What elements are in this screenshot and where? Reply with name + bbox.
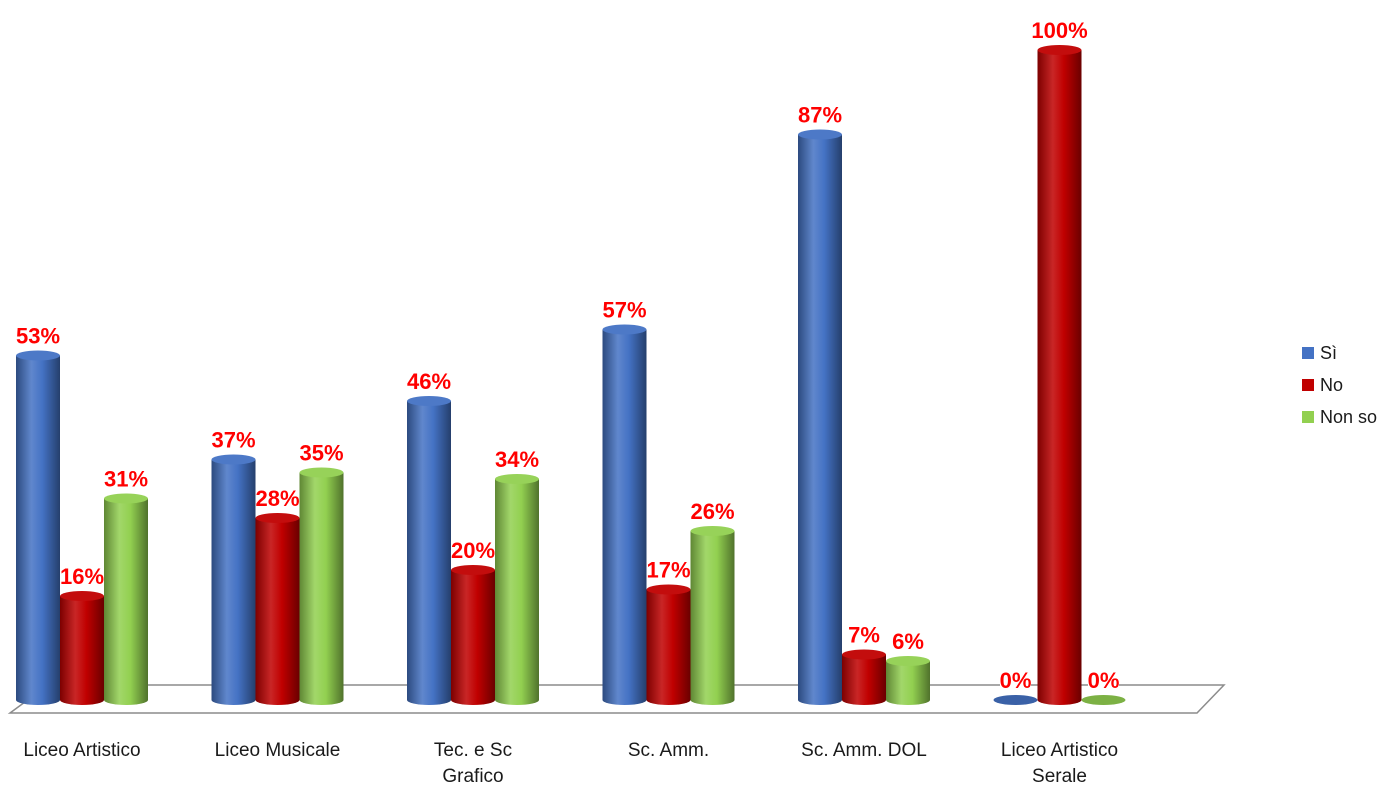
value-label-0-0: 53% xyxy=(16,321,60,350)
legend-item-1: No xyxy=(1302,372,1377,398)
value-label-5-1: 100% xyxy=(1031,16,1088,44)
value-label-5-2: 0% xyxy=(1088,666,1120,694)
category-label-5: Liceo Artistico Serale xyxy=(1001,740,1118,787)
bar-3-2 xyxy=(690,526,735,705)
legend-swatch xyxy=(1302,379,1314,391)
svg-text:20%: 20% xyxy=(451,538,495,563)
svg-text:0%: 0% xyxy=(1088,668,1120,693)
svg-text:0%: 0% xyxy=(1000,668,1032,693)
value-label-1-0: 37% xyxy=(211,425,256,454)
bar-2-2 xyxy=(495,474,539,705)
value-label-4-0: 87% xyxy=(798,100,842,129)
bar-0-1 xyxy=(60,591,104,705)
value-label-0-2: 31% xyxy=(104,464,148,493)
svg-text:31%: 31% xyxy=(104,467,148,492)
svg-text:7%: 7% xyxy=(848,623,880,648)
legend-label: Non so xyxy=(1320,406,1378,427)
legend-item-0: Sì xyxy=(1302,340,1377,366)
svg-text:100%: 100% xyxy=(1031,18,1087,43)
bar-4-1 xyxy=(842,649,886,705)
svg-text:16%: 16% xyxy=(60,564,104,589)
svg-text:46%: 46% xyxy=(407,369,451,394)
legend-label: Sì xyxy=(1320,342,1338,363)
value-label-1-1: 28% xyxy=(255,484,300,512)
category-label-3: Sc. Amm. xyxy=(628,740,709,761)
category-label-0: Liceo Artistico xyxy=(23,740,140,761)
value-label-4-1: 7% xyxy=(848,620,880,649)
value-label-3-2: 26% xyxy=(690,497,735,525)
svg-text:57%: 57% xyxy=(602,298,646,323)
svg-text:87%: 87% xyxy=(798,103,842,128)
svg-text:28%: 28% xyxy=(255,486,299,511)
bar-0-2 xyxy=(104,493,148,705)
bar-5-1 xyxy=(1037,45,1082,705)
svg-text:53%: 53% xyxy=(16,324,60,349)
bar-1-2 xyxy=(299,467,344,705)
svg-text:17%: 17% xyxy=(646,558,690,583)
legend-swatch xyxy=(1302,411,1314,423)
value-label-3-1: 17% xyxy=(646,555,691,584)
bar-4-0 xyxy=(798,129,842,705)
legend-swatch xyxy=(1302,347,1314,359)
value-label-2-1: 20% xyxy=(451,536,495,564)
legend-label: No xyxy=(1320,374,1344,395)
svg-text:26%: 26% xyxy=(690,499,734,524)
svg-text:37%: 37% xyxy=(211,428,255,453)
bar-4-2 xyxy=(886,656,930,705)
bar-3-1 xyxy=(646,584,691,705)
category-label-2: Tec. e Sc Grafico xyxy=(434,740,512,787)
chart-legend: Sì No Non so xyxy=(1302,340,1377,436)
bar-1-0 xyxy=(211,454,256,705)
value-label-0-1: 16% xyxy=(60,562,104,590)
svg-text:35%: 35% xyxy=(299,441,343,466)
value-label-1-2: 35% xyxy=(299,438,344,467)
value-label-2-2: 34% xyxy=(495,445,539,473)
category-label-1: Liceo Musicale xyxy=(215,740,341,761)
bar-5-2 xyxy=(1081,695,1126,705)
value-label-5-0: 0% xyxy=(1000,666,1032,694)
bar-2-0 xyxy=(407,396,451,705)
value-label-2-0: 46% xyxy=(407,367,451,395)
svg-text:34%: 34% xyxy=(495,447,539,472)
svg-text:6%: 6% xyxy=(892,629,924,654)
legend-item-2: Non so xyxy=(1302,404,1377,430)
value-label-3-0: 57% xyxy=(602,295,647,324)
bar-1-1 xyxy=(255,513,300,705)
value-label-4-2: 6% xyxy=(892,627,924,655)
category-label-4: Sc. Amm. DOL xyxy=(801,740,927,761)
bar-5-0 xyxy=(993,695,1038,705)
bar-2-1 xyxy=(451,565,495,705)
bar-0-0 xyxy=(16,350,60,705)
bar-3-0 xyxy=(602,324,647,705)
